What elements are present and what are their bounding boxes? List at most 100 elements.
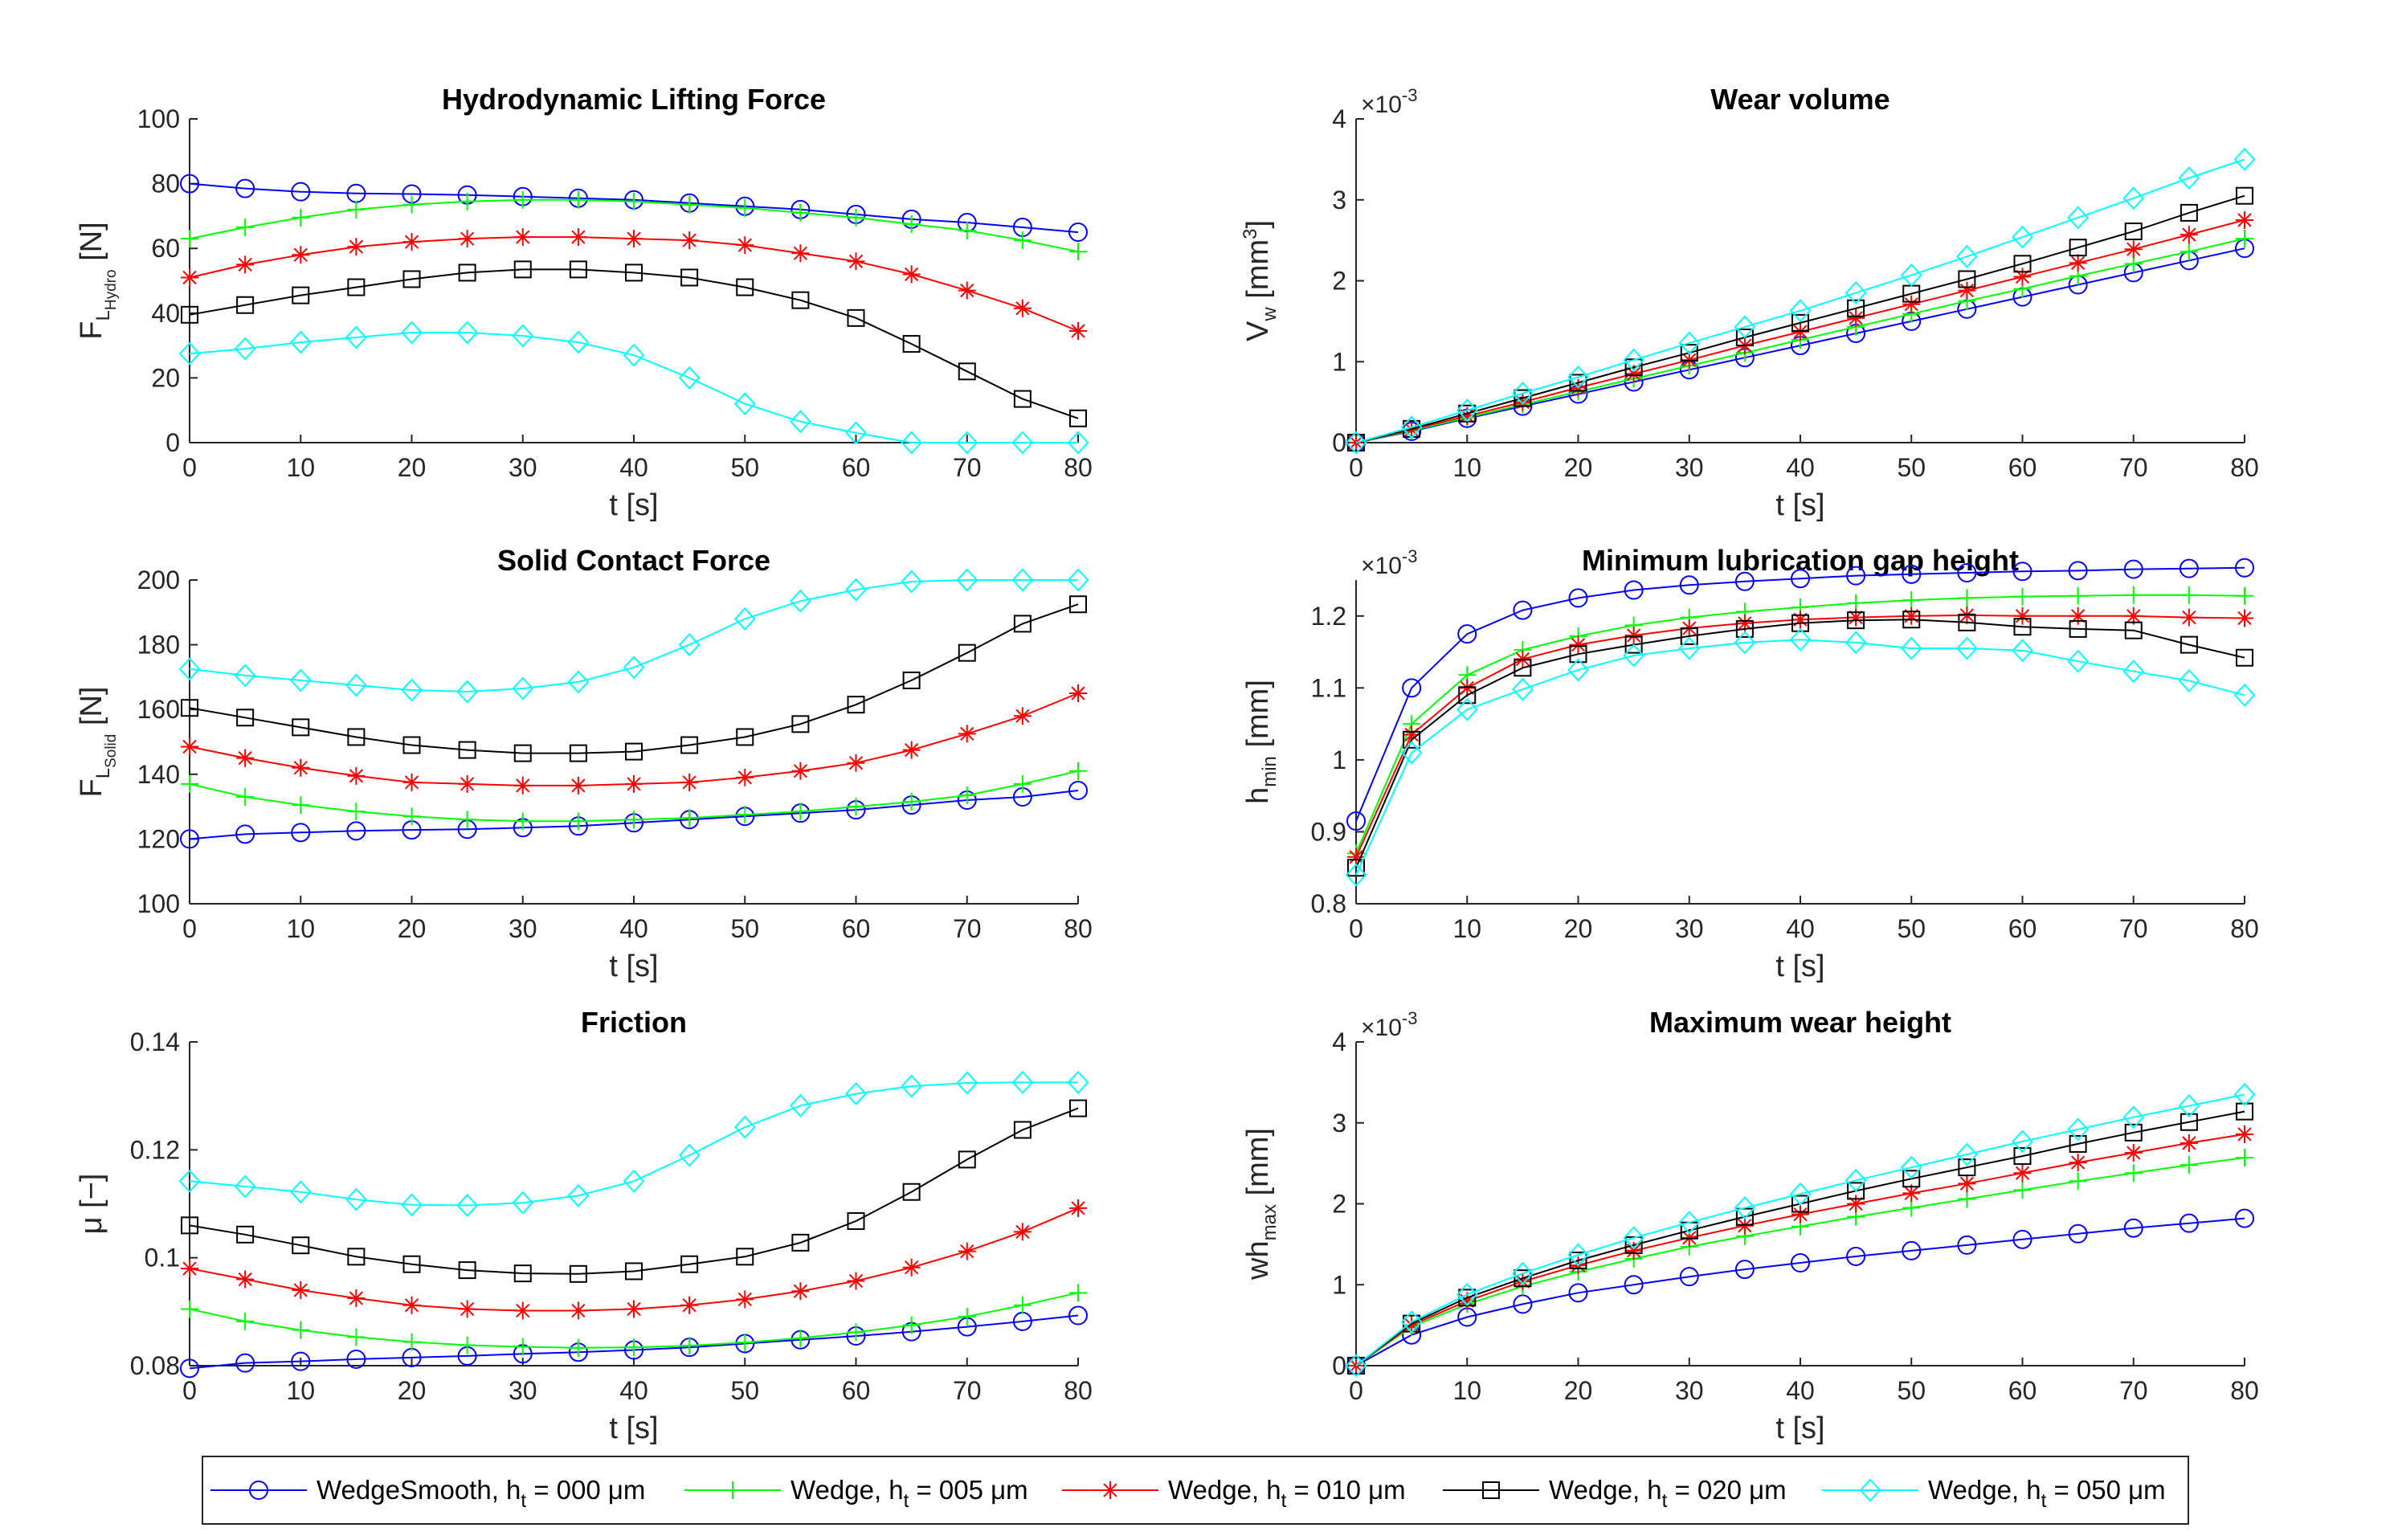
y-tick-label: 0.12: [130, 1135, 180, 1164]
data-point: [1957, 563, 1977, 583]
data-point: [236, 788, 255, 807]
data-point: [1069, 1199, 1087, 1217]
data-point: [1011, 431, 1034, 455]
data-point: [2067, 206, 2089, 230]
data-point: [1069, 762, 1087, 780]
y-tick-label: 4: [1332, 104, 1346, 133]
data-point: [347, 1328, 366, 1346]
data-point: [569, 1264, 587, 1283]
x-tick-label: 80: [1064, 1376, 1093, 1405]
data-point: [346, 1349, 366, 1369]
data-point: [1735, 329, 1754, 347]
data-point: [736, 236, 754, 255]
x-axis-label: t [s]: [609, 488, 658, 522]
data-point: [956, 431, 978, 455]
data-point: [2179, 558, 2199, 578]
x-tick-label: 70: [2119, 914, 2148, 943]
x-tick-label: 80: [2230, 914, 2259, 943]
data-point: [2236, 1149, 2253, 1167]
data-point: [458, 1336, 476, 1354]
data-point: [2180, 586, 2198, 604]
data-point: [1624, 1241, 1643, 1260]
data-point: [347, 728, 366, 746]
data-point: [291, 1351, 311, 1371]
y-axis-label: hmin [mm]: [1241, 680, 1281, 804]
data-point: [1400, 1310, 1423, 1334]
y-tick-label: 1.2: [1311, 602, 1346, 631]
data-point: [292, 758, 310, 777]
data-point: [902, 741, 921, 759]
series-line: [189, 332, 1078, 443]
data-point: [2180, 608, 2198, 627]
data-point: [902, 793, 921, 811]
x-tick-label: 50: [1897, 1376, 1926, 1405]
x-tick-label: 70: [953, 453, 982, 482]
data-point: [733, 1115, 756, 1139]
data-point: [1457, 624, 1477, 644]
x-tick-label: 60: [2008, 914, 2037, 943]
x-tick-label: 80: [2230, 453, 2259, 482]
series-5: [1345, 147, 2256, 455]
data-point: [1069, 243, 1087, 261]
data-point: [1678, 331, 1701, 355]
data-point: [1013, 299, 1032, 317]
y-tick-label: 0.1: [145, 1244, 180, 1272]
data-point: [402, 233, 421, 251]
x-tick-label: 50: [1897, 453, 1926, 482]
legend-entry-2: Wedge, ht = 005 μm: [684, 1475, 1028, 1512]
y-tick-label: 1.1: [1311, 673, 1346, 702]
data-point: [181, 230, 198, 248]
data-point: [1791, 1205, 1809, 1223]
data-point: [1513, 600, 1533, 620]
data-point: [178, 657, 201, 681]
data-point: [1679, 1267, 1699, 1287]
data-point: [569, 776, 587, 795]
x-tick-label: 30: [509, 1376, 537, 1405]
series-line: [189, 1081, 1078, 1207]
x-tick-label: 80: [1064, 453, 1093, 482]
series-line: [189, 579, 1078, 693]
data-point: [181, 305, 198, 324]
data-point: [736, 278, 754, 296]
x-axis-label: t [s]: [609, 950, 658, 983]
data-point: [2236, 586, 2253, 605]
data-point: [458, 1300, 476, 1318]
data-point: [292, 246, 310, 264]
x-tick-label: 10: [286, 1376, 315, 1405]
data-point: [289, 1180, 312, 1204]
data-point: [2013, 618, 2032, 636]
data-point: [1068, 223, 1088, 243]
data-point: [736, 1334, 754, 1352]
data-point: [1069, 1099, 1087, 1117]
data-point: [458, 741, 476, 759]
data-point: [847, 308, 865, 327]
data-point: [1902, 564, 1922, 584]
data-point: [2069, 1134, 2087, 1153]
data-point: [569, 228, 587, 247]
data-point: [845, 1082, 867, 1105]
data-point: [678, 633, 701, 657]
y-tick-label: 180: [137, 631, 180, 660]
data-point: [181, 1216, 198, 1235]
x-axis-label: t [s]: [609, 1411, 658, 1445]
data-point: [1069, 321, 1087, 340]
data-point: [1013, 615, 1032, 633]
data-point: [791, 291, 810, 309]
y-tick-label: 2: [1332, 267, 1346, 296]
data-point: [736, 1248, 754, 1266]
data-point: [1847, 308, 1865, 327]
data-point: [2236, 230, 2253, 248]
data-point: [292, 1281, 310, 1299]
x-tick-label: 40: [619, 453, 648, 482]
subplot-title: Hydrodynamic Lifting Force: [442, 83, 826, 116]
legend-marker: [1482, 1481, 1500, 1499]
data-point: [512, 324, 534, 348]
data-point: [1845, 1168, 1867, 1192]
series-line: [1355, 194, 2245, 443]
series-5: [178, 1070, 1089, 1217]
y-axis-label: Vw [mm3]: [1240, 220, 1281, 341]
data-point: [1734, 631, 1756, 655]
data-point: [401, 678, 423, 702]
subplot-title: Maximum wear height: [1649, 1006, 1951, 1039]
data-point: [1680, 627, 1698, 645]
